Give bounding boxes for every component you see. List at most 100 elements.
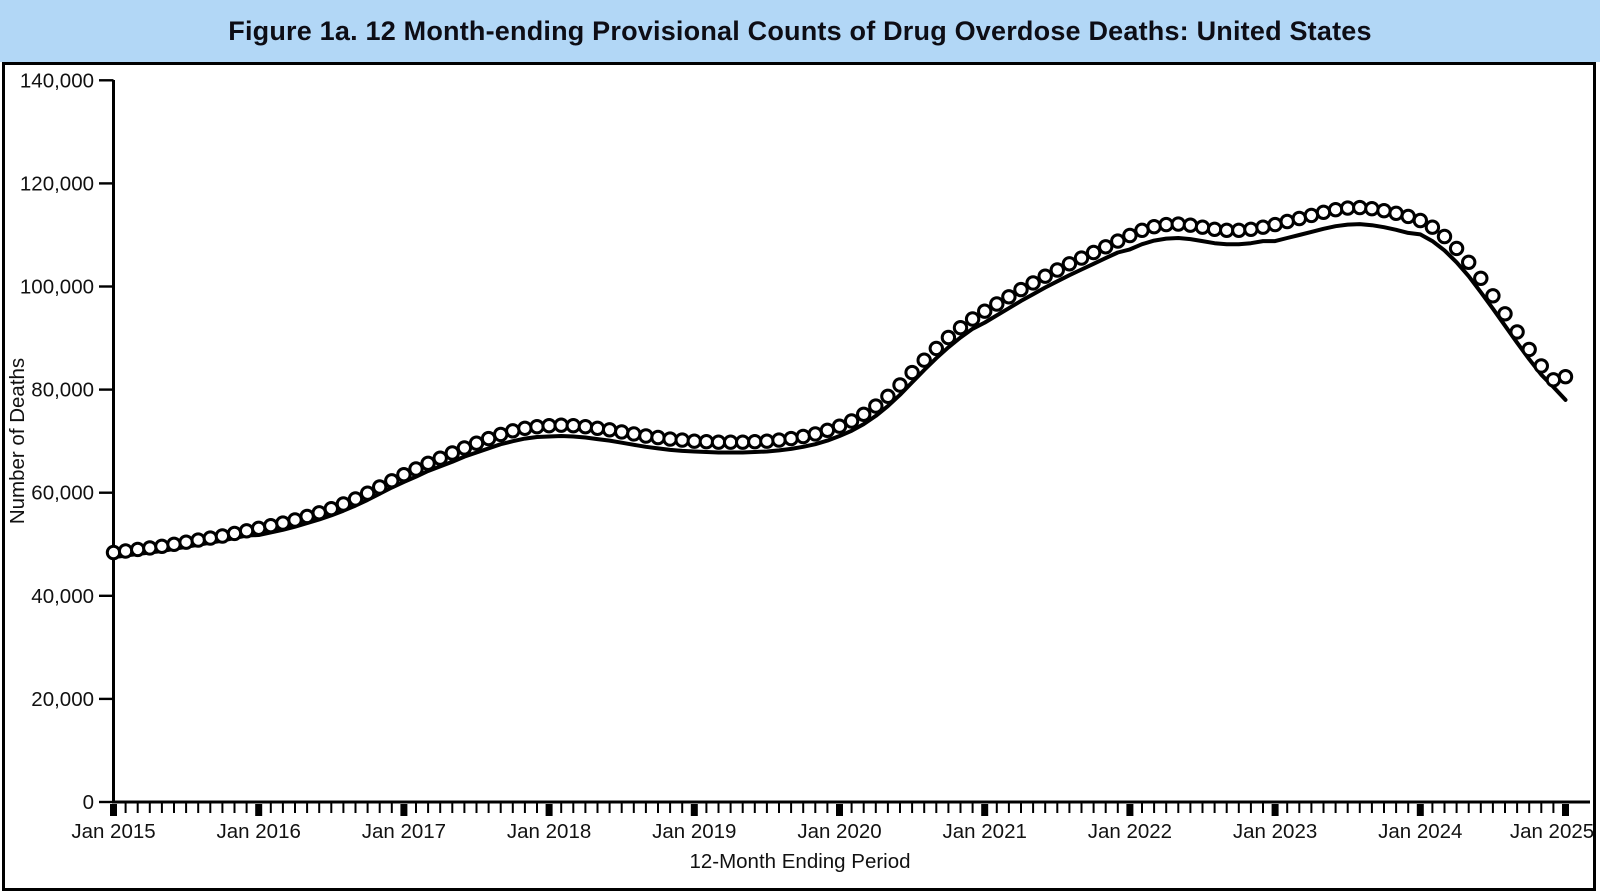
predicted-point xyxy=(1037,268,1053,284)
predicted-point xyxy=(444,445,460,461)
y-tick-label: 0 xyxy=(83,791,94,814)
predicted-point xyxy=(1170,216,1187,232)
x-tick-january xyxy=(690,804,698,816)
predicted-point xyxy=(287,512,303,528)
predicted-point xyxy=(1049,262,1066,278)
predicted-point xyxy=(347,491,364,507)
predicted-point xyxy=(1122,227,1138,244)
predicted-point xyxy=(1436,228,1453,245)
predicted-point xyxy=(892,377,908,393)
x-tick-january xyxy=(1416,804,1424,816)
y-tick-label: 40,000 xyxy=(31,585,94,608)
predicted-point xyxy=(831,418,848,434)
x-tick-label: Jan 2018 xyxy=(507,820,591,843)
x-tick-label: Jan 2015 xyxy=(71,820,155,843)
x-tick-label: Jan 2024 xyxy=(1378,820,1462,843)
predicted-point xyxy=(795,428,811,445)
predicted-point xyxy=(880,388,896,404)
predicted-point xyxy=(856,406,872,422)
title-band: Figure 1a. 12 Month-ending Provisional C… xyxy=(0,0,1600,62)
predicted-point xyxy=(1073,250,1090,266)
predicted-point xyxy=(1521,341,1537,358)
predicted-point xyxy=(1025,275,1041,291)
predicted-point xyxy=(117,543,134,559)
predicted-point xyxy=(783,430,799,447)
predicted-point xyxy=(1352,199,1368,216)
predicted-point xyxy=(468,435,485,451)
predicted-point xyxy=(299,508,315,525)
x-tick-january xyxy=(255,804,263,816)
predicted-point xyxy=(190,532,206,548)
predicted-point xyxy=(323,501,339,517)
x-tick-label: Jan 2023 xyxy=(1233,820,1317,843)
predicted-point xyxy=(142,540,158,556)
predicted-point xyxy=(1255,219,1271,235)
predicted-point xyxy=(662,431,678,447)
predicted-point xyxy=(432,450,448,466)
x-tick-january xyxy=(981,804,989,816)
predicted-point xyxy=(1061,256,1078,272)
x-tick-january xyxy=(110,804,117,816)
predicted-point xyxy=(940,329,957,346)
x-tick-january xyxy=(1562,804,1569,816)
x-axis-tick-labels: Jan 2015 Jan 2016 Jan 2017 Jan 2018 Jan 2019… xyxy=(71,820,1594,843)
y-tick-label: 80,000 xyxy=(31,379,94,402)
predicted-point xyxy=(251,520,267,536)
predicted-point xyxy=(214,528,231,544)
predicted-point xyxy=(759,433,775,449)
predicted-point xyxy=(480,430,497,447)
predicted-point xyxy=(1388,205,1404,222)
predicted-point xyxy=(456,440,473,456)
predicted-point xyxy=(771,432,787,448)
x-tick-january xyxy=(400,804,408,816)
x-tick-label: Jan 2021 xyxy=(943,820,1027,843)
y-tick-label: 140,000 xyxy=(20,69,94,92)
predicted-point xyxy=(601,422,618,438)
predicted-point xyxy=(1400,208,1416,225)
predicted-point xyxy=(577,419,594,435)
x-axis-title: 12-Month Ending Period xyxy=(689,850,910,873)
predicted-point xyxy=(505,423,521,439)
predicted-point xyxy=(735,434,751,450)
predicted-point xyxy=(202,530,219,546)
predicted-point xyxy=(1146,219,1162,235)
predicted-point xyxy=(747,434,763,450)
predicted-point xyxy=(1461,254,1477,270)
predicted-point xyxy=(1267,216,1283,233)
predicted-point xyxy=(275,515,291,531)
predicted-point xyxy=(130,541,146,558)
predicted-point xyxy=(1424,219,1441,235)
predicted-point xyxy=(420,455,436,471)
chart-panel-border xyxy=(2,62,1596,891)
x-tick-label: Jan 2016 xyxy=(217,820,301,843)
predicted-point xyxy=(178,534,194,550)
predicted-point xyxy=(335,496,352,512)
predicted-point xyxy=(372,479,388,495)
predicted-point xyxy=(1279,213,1295,230)
predicted-point xyxy=(1412,212,1429,229)
x-tick-label: Jan 2019 xyxy=(652,820,736,843)
predicted-point xyxy=(1545,372,1562,388)
x-tick-january xyxy=(1126,804,1134,816)
predicted-point xyxy=(638,428,654,444)
predicted-value-marker-series xyxy=(105,199,1574,561)
predicted-point xyxy=(541,418,557,434)
predicted-point xyxy=(1001,289,1017,305)
predicted-point xyxy=(1098,239,1114,255)
predicted-point xyxy=(166,536,182,552)
predicted-point xyxy=(529,419,545,435)
y-tick-label: 120,000 xyxy=(20,172,94,195)
predicted-point xyxy=(1110,233,1126,249)
x-tick-label: Jan 2017 xyxy=(362,820,446,843)
predicted-point xyxy=(1364,201,1380,217)
predicted-point xyxy=(1243,221,1259,238)
x-tick-january xyxy=(1271,804,1279,816)
y-axis-title: Number of Deaths xyxy=(6,358,29,524)
x-axis-ticks xyxy=(110,803,1569,816)
x-tick-label: Jan 2022 xyxy=(1088,820,1172,843)
predicted-point xyxy=(807,426,823,442)
y-tick-label: 60,000 xyxy=(31,482,94,505)
y-tick-label: 100,000 xyxy=(20,276,94,299)
chart-title: Figure 1a. 12 Month-ending Provisional C… xyxy=(228,15,1372,46)
